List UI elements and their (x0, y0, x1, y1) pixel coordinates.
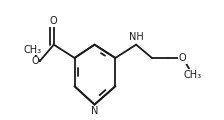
Text: O: O (31, 56, 39, 66)
Text: CH₃: CH₃ (23, 45, 41, 55)
Text: N: N (91, 106, 98, 116)
Text: NH: NH (129, 32, 144, 42)
Text: O: O (50, 16, 58, 26)
Text: O: O (179, 53, 187, 63)
Text: CH₃: CH₃ (184, 70, 202, 80)
